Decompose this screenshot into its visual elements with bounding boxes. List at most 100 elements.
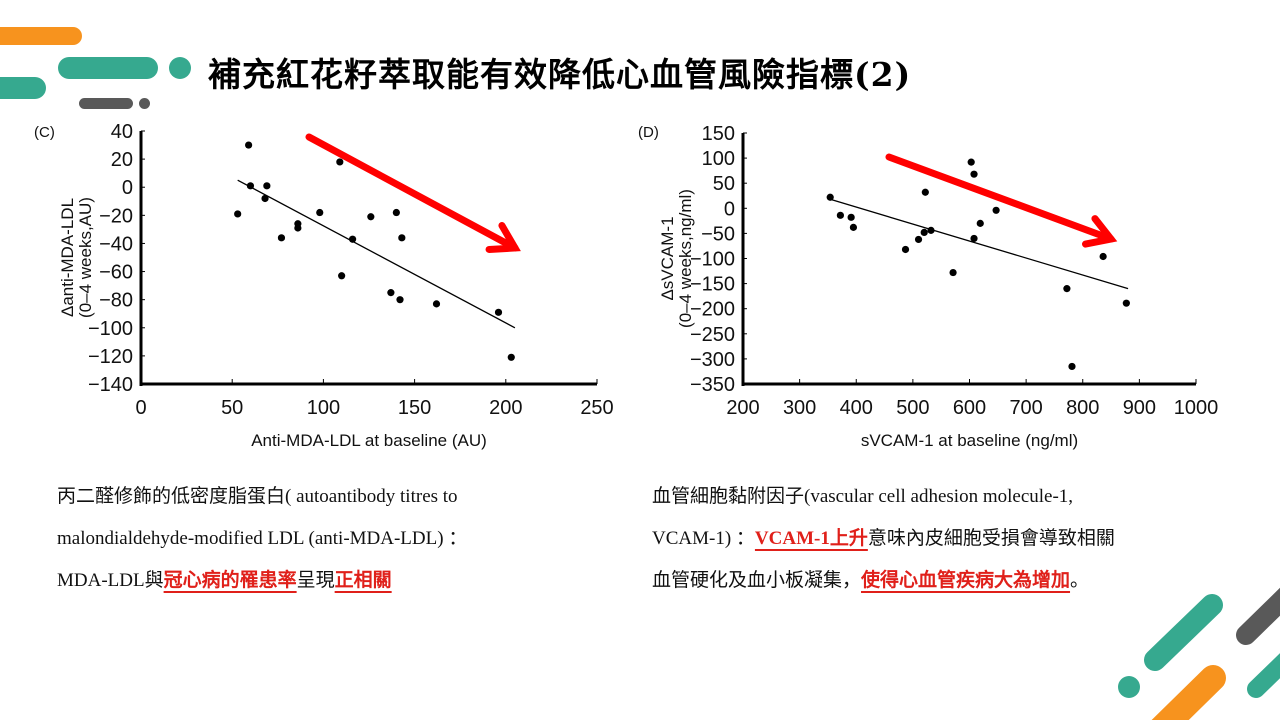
left-line-1: 丙二醛修飾的低密度脂蛋白( autoantibody titres to (57, 486, 458, 507)
y-tick-label: −250 (690, 324, 735, 346)
data-point (849, 223, 858, 231)
data-point (396, 296, 404, 304)
data-point (263, 182, 271, 190)
y-tick-label: −40 (99, 233, 133, 255)
data-point (970, 170, 978, 178)
left-line-3: MDA-LDL與冠心病的罹患率呈現正相關 (57, 560, 617, 602)
y-tick-label: −350 (690, 374, 735, 396)
data-point (245, 141, 253, 149)
x-tick-label: 300 (783, 397, 816, 419)
y-tick-label: 100 (702, 148, 735, 170)
decor-bar-gray (79, 98, 133, 109)
decor-bar-orange (0, 27, 82, 45)
decor-diag-orange (1151, 665, 1226, 720)
y-axis-label-units: (0–4 weeks,AU) (76, 197, 95, 318)
data-point (387, 289, 395, 297)
data-point (261, 194, 269, 203)
right-line-3-text-a: 血管硬化及血小板凝集， (652, 570, 862, 591)
data-point (967, 158, 975, 166)
highlight-cvd-increase: 使得心血管疾病大為增加 (861, 570, 1071, 591)
right-line-3: 血管硬化及血小板凝集，使得心血管疾病大為增加。 (652, 560, 1262, 602)
y-tick-label: −50 (701, 223, 735, 245)
y-tick-label: −150 (690, 274, 735, 296)
y-tick-label: −80 (99, 290, 133, 312)
decor-diag-teal-right (1247, 653, 1280, 698)
panel-label: (D) (638, 124, 659, 141)
trend-arrow-shaft (305, 133, 519, 252)
decor-dot-gray (139, 98, 150, 109)
decor-diag-teal (1144, 594, 1223, 671)
x-tick-label: 700 (1009, 397, 1042, 419)
data-point (432, 300, 441, 308)
y-tick-label: 20 (111, 149, 133, 171)
chart-d: 150 100 50 0 −50 −100 −150 −200 −250 −300 −350 200 3… (630, 115, 1250, 455)
data-point (921, 188, 929, 196)
decor-bar-teal-long (58, 57, 158, 79)
y-tick-label: −100 (690, 249, 735, 271)
regression-line (830, 198, 1129, 290)
data-point (927, 226, 935, 234)
y-tick-label: 0 (122, 177, 133, 199)
right-line-2-text-b: 意味內皮細胞受損會導致相關 (867, 528, 1115, 549)
y-axis-label: Δanti-MDA-LDL (58, 198, 77, 317)
data-point (949, 268, 957, 277)
x-axis-label: Anti-MDA-LDL at baseline (AU) (251, 431, 487, 450)
right-line-3-text-b: 。 (1070, 570, 1090, 591)
x-tick-label: 250 (580, 397, 613, 419)
y-tick-label: 40 (111, 121, 133, 143)
y-axis-label-units: (0–4 weeks,ng/ml) (676, 189, 695, 328)
data-point (1063, 285, 1071, 293)
data-point (392, 208, 400, 217)
data-point (398, 234, 406, 242)
x-tick-label: 200 (489, 397, 522, 419)
right-line-1: 血管細胞黏附因子(vascular cell adhesion molecule… (652, 486, 1074, 507)
data-point (1099, 252, 1107, 261)
page-title: 補充紅花籽萃取能有效降低心血管風險指標(2) (208, 55, 912, 94)
data-point (348, 235, 357, 243)
trend-arrow-head (1081, 215, 1118, 248)
x-tick-label: 200 (726, 397, 759, 419)
data-point (1122, 299, 1130, 307)
data-point (970, 234, 978, 243)
y-tick-label: 150 (702, 123, 735, 145)
data-point (294, 224, 302, 232)
x-tick-label: 50 (221, 397, 243, 419)
y-tick-label: −60 (99, 262, 133, 284)
data-point (494, 308, 503, 316)
right-description: 血管細胞黏附因子(vascular cell adhesion molecule… (652, 476, 1262, 602)
decor-dot-teal (169, 57, 191, 79)
y-tick-label: −140 (88, 374, 133, 396)
trend-arrow-head (485, 222, 521, 253)
data-point (338, 272, 346, 280)
left-line-3-text-a: MDA-LDL與 (57, 570, 164, 591)
regression-line (237, 179, 516, 329)
right-line-2-text-a: VCAM-1) ： (652, 528, 755, 549)
y-tick-label: −100 (88, 318, 133, 340)
left-line-2: malondialdehyde-modified LDL (anti-MDA-L… (57, 528, 468, 549)
data-point (234, 210, 242, 218)
trend-arrow-shaft (885, 153, 1115, 243)
data-point (901, 245, 910, 254)
left-description: 丙二醛修飾的低密度脂蛋白( autoantibody titres to mal… (57, 476, 617, 602)
right-line-2: VCAM-1) ：VCAM-1上升意味內皮細胞受損會導致相關 (652, 518, 1262, 560)
data-point (826, 193, 834, 201)
x-tick-label: 900 (1123, 397, 1156, 419)
data-point (847, 213, 855, 221)
panel-label: (C) (34, 124, 55, 141)
data-point (336, 158, 344, 166)
x-tick-label: 600 (953, 397, 986, 419)
x-tick-label: 800 (1066, 397, 1099, 419)
y-tick-label: −120 (88, 346, 133, 368)
data-point (914, 235, 923, 244)
data-point (992, 206, 1000, 214)
data-point (1068, 362, 1076, 371)
y-tick-label: −300 (690, 349, 735, 371)
highlight-chd-incidence: 冠心病的罹患率 (163, 570, 297, 591)
decor-dot-teal-bottom (1118, 676, 1140, 698)
x-axis-label: sVCAM-1 at baseline (ng/ml) (861, 431, 1078, 450)
y-axis-label: ΔsVCAM-1 (658, 216, 677, 300)
data-point (836, 211, 844, 219)
x-tick-label: 100 (307, 397, 340, 419)
